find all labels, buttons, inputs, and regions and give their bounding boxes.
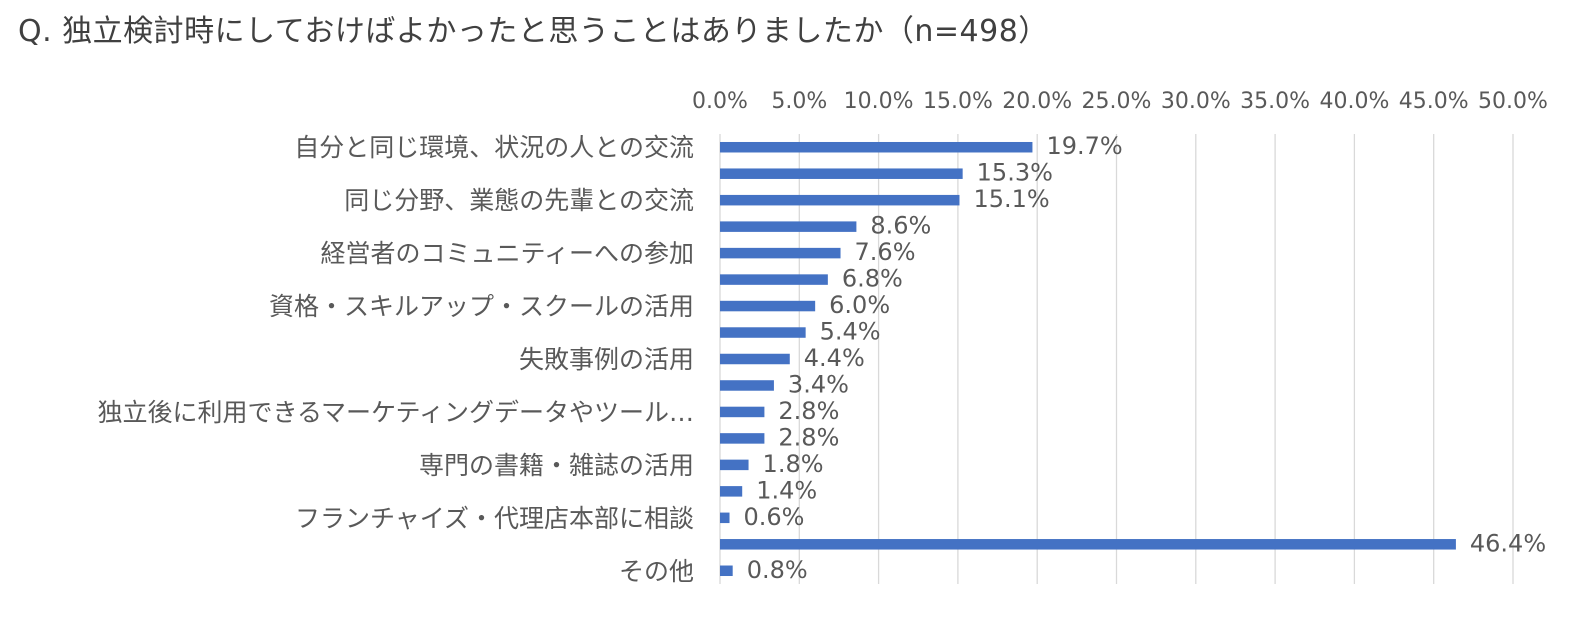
x-tick-label: 0.0% xyxy=(692,89,748,114)
category-label: 失敗事例の活用 xyxy=(519,345,694,374)
x-tick-label: 35.0% xyxy=(1240,89,1310,114)
category-labels: 自分と同じ環境、状況の人との交流同じ分野、業態の先輩との交流経営者のコミュニティ… xyxy=(97,133,694,586)
category-label: 専門の書籍・雑誌の活用 xyxy=(419,451,694,480)
bar xyxy=(720,380,774,391)
x-tick-label: 30.0% xyxy=(1161,89,1231,114)
data-label: 1.8% xyxy=(763,450,824,478)
x-tick-label: 45.0% xyxy=(1399,89,1469,114)
category-label: 自分と同じ環境、状況の人との交流 xyxy=(294,133,694,162)
category-label: その他 xyxy=(619,557,694,586)
x-tick-label: 15.0% xyxy=(923,89,993,114)
bar xyxy=(720,486,743,497)
data-label: 4.4% xyxy=(804,344,865,372)
category-label: 独立後に利用できるマーケティングデータやツール… xyxy=(97,398,694,427)
data-label: 2.8% xyxy=(778,423,839,451)
category-label: フランチャイズ・代理店本部に相談 xyxy=(295,504,694,533)
x-tick-label: 20.0% xyxy=(1002,89,1072,114)
x-tick-label: 50.0% xyxy=(1478,89,1548,114)
data-label: 7.6% xyxy=(855,238,916,266)
bar xyxy=(720,168,963,179)
data-label: 0.8% xyxy=(747,556,808,584)
bars xyxy=(720,141,1456,577)
data-label: 15.1% xyxy=(973,185,1049,213)
data-label: 19.7% xyxy=(1046,132,1122,160)
bar xyxy=(720,353,790,365)
bar xyxy=(720,512,730,524)
data-label: 1.4% xyxy=(756,476,817,504)
bar xyxy=(720,539,1456,550)
bar xyxy=(720,406,765,418)
bar xyxy=(720,327,806,338)
data-label: 5.4% xyxy=(820,318,881,346)
bar xyxy=(720,247,841,259)
category-label: 資格・スキルアップ・スクールの活用 xyxy=(269,292,694,321)
x-tick-label: 25.0% xyxy=(1082,89,1152,114)
data-label: 8.6% xyxy=(870,212,931,240)
data-label: 15.3% xyxy=(977,159,1053,187)
data-label: 3.4% xyxy=(788,370,849,398)
data-label: 46.4% xyxy=(1470,529,1546,557)
bar xyxy=(720,221,857,232)
x-tick-label: 5.0% xyxy=(771,89,827,114)
category-label: 同じ分野、業態の先輩との交流 xyxy=(344,186,694,215)
x-tick-label: 40.0% xyxy=(1319,89,1389,114)
bar xyxy=(720,565,733,577)
x-axis-ticks: 0.0% 5.0% 10.0% 15.0% 20.0% 25.0% 30.0% 35.0% 40… xyxy=(692,89,1548,114)
bar xyxy=(720,274,828,285)
data-labels: 19.7%15.3%15.1% 8.6%7.6%6.8%6.0%5.4%4.4%3… xyxy=(744,132,1547,584)
bar xyxy=(720,300,816,312)
gridlines xyxy=(719,134,1514,584)
chart-title: Q. 独立検討時にしておけばよかったと思うことはありましたか（n=498） xyxy=(18,14,1049,49)
data-label: 2.8% xyxy=(778,397,839,425)
bar xyxy=(720,194,960,206)
data-label: 6.0% xyxy=(829,291,890,319)
category-label: 経営者のコミュニティーへの参加 xyxy=(320,239,694,268)
data-label: 0.6% xyxy=(744,503,805,531)
bar xyxy=(720,459,749,471)
bar xyxy=(720,141,1033,153)
data-label: 6.8% xyxy=(842,265,903,293)
bar xyxy=(720,433,765,444)
x-tick-label: 10.0% xyxy=(844,89,914,114)
